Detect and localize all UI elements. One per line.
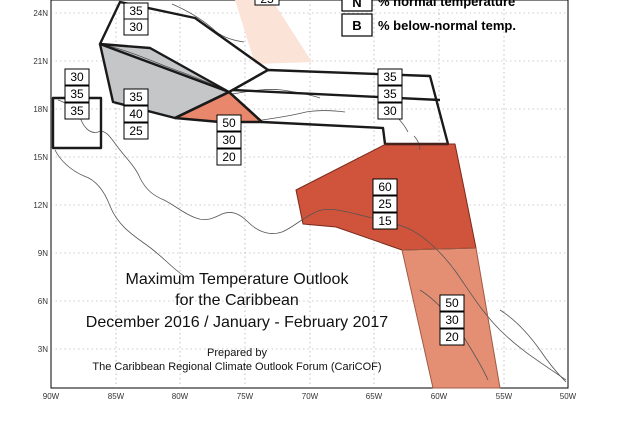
legend-letter-n: N xyxy=(352,0,361,10)
lon-label: 75W xyxy=(237,392,254,401)
zone-value: 30 xyxy=(70,70,84,84)
zone-value: 15 xyxy=(378,214,392,228)
lon-label: 80W xyxy=(172,392,189,401)
lon-label: 65W xyxy=(366,392,383,401)
lat-label: 21N xyxy=(33,57,48,66)
credit-line-2: The Caribbean Regional Climate Outlook F… xyxy=(92,361,381,373)
title-line-3: December 2016 / January - February 2017 xyxy=(86,314,388,331)
lon-label: 70W xyxy=(302,392,319,401)
zone-top-partial xyxy=(235,0,312,64)
legend-text-n: % normal temperature xyxy=(378,0,515,9)
lat-label: 9N xyxy=(38,249,48,258)
zone-value: 35 xyxy=(129,4,143,18)
lat-label: 18N xyxy=(33,105,48,114)
title-line-2: for the Caribbean xyxy=(175,292,299,309)
zone-value: 25 xyxy=(378,197,392,211)
zone-value: 40 xyxy=(129,107,143,121)
zone-value: 60 xyxy=(378,180,392,194)
zone-value: 30 xyxy=(222,133,236,147)
legend-text-b: % below-normal temp. xyxy=(378,18,516,33)
lat-label: 3N xyxy=(38,345,48,354)
zone-value: 25 xyxy=(260,0,274,6)
zone-value: 50 xyxy=(222,116,236,130)
lat-label: 12N xyxy=(33,201,48,210)
lon-label: 90W xyxy=(43,392,60,401)
lon-label: 50W xyxy=(560,392,577,401)
lon-label: 85W xyxy=(108,392,125,401)
zone-value: 30 xyxy=(445,313,459,327)
legend-letter-b: B xyxy=(352,18,361,33)
title-block: Maximum Temperature Outlook for the Cari… xyxy=(86,271,388,373)
lon-axis: 90W 85W 80W 75W 70W 65W 60W 55W 50W xyxy=(43,392,577,401)
lon-label: 55W xyxy=(496,392,513,401)
lat-label: 6N xyxy=(38,297,48,306)
zone-value: 35 xyxy=(383,70,397,84)
zone-value: 50 xyxy=(445,296,459,310)
zone-value: 35 xyxy=(129,90,143,104)
zone-value: 25 xyxy=(129,124,143,138)
legend: N % normal temperature B % below-normal … xyxy=(341,0,516,37)
credit-line-1: Prepared by xyxy=(207,347,267,359)
outline-bahamas xyxy=(98,0,270,94)
lat-axis: 24N 21N 18N 15N 12N 9N 6N 3N xyxy=(33,9,48,354)
lat-label: 24N xyxy=(33,9,48,18)
zone-value: 30 xyxy=(129,20,143,34)
outline-guianas xyxy=(401,247,501,389)
lon-label: 60W xyxy=(431,392,448,401)
zone-value: 35 xyxy=(70,104,84,118)
zone-value: 35 xyxy=(383,87,397,101)
value-boxes: 25 35 30 30 35 35 35 40 25 50 30 20 35 3… xyxy=(64,0,465,346)
zone-value: 20 xyxy=(222,150,236,164)
title-line-1: Maximum Temperature Outlook xyxy=(126,271,350,288)
zone-value: 30 xyxy=(383,104,397,118)
zone-value: 35 xyxy=(70,87,84,101)
lat-label: 15N xyxy=(33,153,48,162)
zone-value: 20 xyxy=(445,330,459,344)
